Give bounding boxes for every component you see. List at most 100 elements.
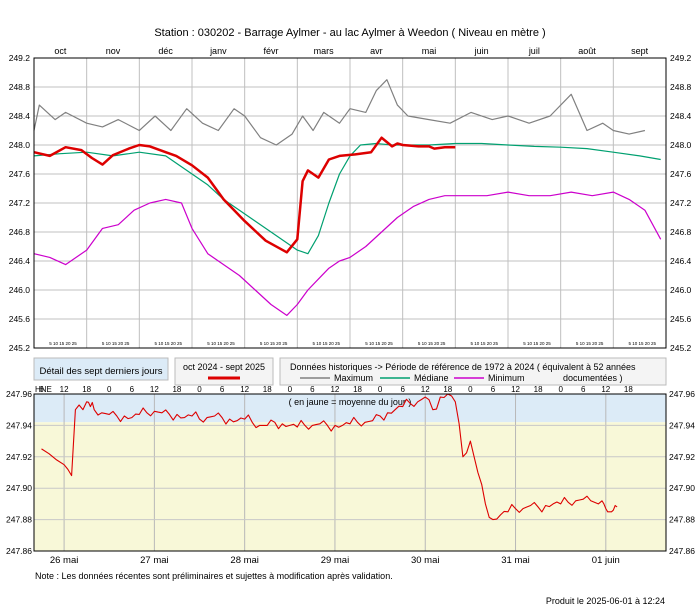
main-y-tick-label-right: 247.2 bbox=[670, 198, 692, 208]
main-day-tick-label: 5 10 15 20 25 bbox=[629, 341, 657, 346]
main-y-tick-label-right: 245.2 bbox=[670, 343, 692, 353]
detail-y-tick-label-right: 247.96 bbox=[669, 389, 695, 399]
main-chart-frame bbox=[33, 57, 667, 349]
detail-day-label: 27 mai bbox=[140, 555, 169, 566]
detail-y-tick-label-right: 247.86 bbox=[669, 546, 695, 556]
detail-hour-tick-label: 18 bbox=[263, 385, 272, 394]
legend-hist-box bbox=[279, 357, 667, 386]
main-y-tick-label-right: 246.4 bbox=[670, 256, 692, 266]
main-day-tick-label: 5 10 15 20 25 bbox=[260, 341, 288, 346]
main-chart-grid bbox=[34, 58, 666, 348]
detail-background bbox=[34, 394, 666, 551]
main-day-tick-label: 5 10 15 20 25 bbox=[365, 341, 393, 346]
main-y-tick-label-right: 246.0 bbox=[670, 285, 692, 295]
detail-series-line bbox=[41, 393, 618, 521]
main-month-label: déc bbox=[158, 46, 173, 56]
detail-hne-label: HNE bbox=[35, 385, 52, 394]
detail-day-label: 30 mai bbox=[411, 555, 440, 566]
detail-series-group bbox=[41, 393, 618, 521]
detail-hour-tick-label: 18 bbox=[353, 385, 362, 394]
main-y-tick-label-right: 246.8 bbox=[670, 227, 692, 237]
detail-hour-tick-label: 6 bbox=[130, 385, 135, 394]
main-y-tick-label: 247.2 bbox=[9, 198, 31, 208]
main-day-tick-label: 5 10 15 20 25 bbox=[576, 341, 604, 346]
detail-hour-tick-label: 6 bbox=[39, 385, 44, 394]
detail-day-label: 31 mai bbox=[501, 555, 530, 566]
main-month-label: févr bbox=[263, 46, 278, 56]
detail-y-tick-label-right: 247.88 bbox=[669, 515, 695, 525]
detail-hour-tick-label: 0 bbox=[288, 385, 293, 394]
detail-chart-grid bbox=[34, 394, 666, 551]
main-series-group bbox=[33, 79, 662, 316]
main-day-tick-label: 5 10 15 20 25 bbox=[102, 341, 130, 346]
main-month-label: mars bbox=[314, 46, 334, 56]
detail-hour-tick-label: 12 bbox=[60, 385, 69, 394]
detail-hour-tick-label: 6 bbox=[220, 385, 225, 394]
main-month-label: janv bbox=[209, 46, 227, 56]
main-y-tick-label: 249.2 bbox=[9, 53, 31, 63]
detail-y-tick-label: 247.92 bbox=[6, 452, 32, 462]
main-day-ticks: 5 10 15 20 25 5 10 15 20 25 5 10 15 20 25 5… bbox=[49, 341, 656, 346]
detail-hour-tick-label: 0 bbox=[468, 385, 473, 394]
detail-hour-tick-label: 12 bbox=[601, 385, 610, 394]
detail-hour-tick-label: 12 bbox=[240, 385, 249, 394]
main-y-tick-label: 248.8 bbox=[9, 82, 31, 92]
main-month-labels: oct nov déc janv févr mars avr mai juin juil août s… bbox=[54, 46, 648, 56]
main-y-tick-label: 248.0 bbox=[9, 140, 31, 150]
detail-day-label: 28 mai bbox=[230, 555, 259, 566]
detail-day-label: 26 mai bbox=[50, 555, 79, 566]
detail-hour-tick-label: 12 bbox=[421, 385, 430, 394]
detail-y-tick-label-right: 247.92 bbox=[669, 452, 695, 462]
detail-day-label: 01 juin bbox=[592, 555, 620, 566]
detail-label-box bbox=[33, 357, 169, 381]
main-month-label: nov bbox=[106, 46, 121, 56]
main-y-tick-label-right: 248.0 bbox=[670, 140, 692, 150]
main-month-label: avr bbox=[370, 46, 383, 56]
chart-title: Station : 030202 - Barrage Aylmer - au l… bbox=[154, 27, 545, 39]
detail-y-tick-label: 247.90 bbox=[6, 483, 32, 493]
detail-hour-tick-label: 12 bbox=[330, 385, 339, 394]
main-y-tick-label: 246.4 bbox=[9, 256, 31, 266]
main-month-label: oct bbox=[54, 46, 67, 56]
main-y-tick-label-right: 248.4 bbox=[670, 111, 692, 121]
legend-median-label: Médiane bbox=[414, 373, 449, 383]
main-series-oct-2024-sept-2025 bbox=[33, 136, 456, 254]
main-day-tick-label: 5 10 15 20 25 bbox=[207, 341, 235, 346]
detail-hour-tick-label: 6 bbox=[491, 385, 496, 394]
legend-hist-title: Données historiques -> Période de référe… bbox=[290, 362, 636, 372]
detail-hour-tick-label: 6 bbox=[400, 385, 405, 394]
footer-note: Note : Les données récentes sont prélimi… bbox=[35, 571, 393, 581]
legend-current-label: oct 2024 - sept 2025 bbox=[183, 362, 265, 372]
detail-hour-tick-label: 18 bbox=[443, 385, 452, 394]
main-day-tick-label: 5 10 15 20 25 bbox=[49, 341, 77, 346]
main-y-tick-label: 246.0 bbox=[9, 285, 31, 295]
main-y-tick-label-right: 248.8 bbox=[670, 82, 692, 92]
detail-y-tick-label: 247.96 bbox=[6, 389, 32, 399]
detail-hour-tick-label: 18 bbox=[624, 385, 633, 394]
legend-min-label: Minimum bbox=[488, 373, 525, 383]
main-day-tick-label: 5 10 15 20 25 bbox=[523, 341, 551, 346]
main-day-tick-label: 5 10 15 20 25 bbox=[155, 341, 183, 346]
main-day-tick-label: 5 10 15 20 25 bbox=[418, 341, 446, 346]
detail-hour-tick-label: 0 bbox=[378, 385, 383, 394]
main-y-tick-label-right: 247.6 bbox=[670, 169, 692, 179]
detail-y-axis-left: 247.96 247.94 247.92 247.90 247.88 247.86 bbox=[6, 389, 32, 556]
detail-day-labels: 26 mai 27 mai 28 mai 29 mai 30 mai 31 mai 01 j… bbox=[50, 555, 620, 566]
main-y-tick-label: 247.6 bbox=[9, 169, 31, 179]
main-series-m-diane bbox=[33, 142, 661, 255]
detail-hour-tick-label: 18 bbox=[172, 385, 181, 394]
legend-max-label: Maximum bbox=[334, 373, 373, 383]
detail-hour-ticks: 6 12 18 0 6 12 18 0 6 12 18 0 6 12 18 0 6 12 18 0 6 12 18 0 6 12 1… bbox=[39, 385, 633, 394]
legend-hist-title-cont: documentées ) bbox=[563, 373, 623, 383]
main-y-tick-label-right: 245.6 bbox=[670, 314, 692, 324]
detail-y-tick-label: 247.94 bbox=[6, 420, 32, 430]
main-month-label: juin bbox=[474, 46, 489, 56]
detail-hour-tick-label: 0 bbox=[197, 385, 202, 394]
detail-chart-frame bbox=[33, 393, 667, 552]
main-y-axis-right: 249.2 248.8 248.4 248.0 247.6 247.2 246.8 246.4… bbox=[670, 53, 692, 353]
main-y-tick-label: 245.6 bbox=[9, 314, 31, 324]
footer-produced: Produit le 2025-06-01 à 12:24 bbox=[546, 596, 665, 606]
main-month-label: juil bbox=[528, 46, 540, 56]
main-series-maximum bbox=[33, 79, 646, 146]
main-series-minimum bbox=[33, 191, 662, 316]
